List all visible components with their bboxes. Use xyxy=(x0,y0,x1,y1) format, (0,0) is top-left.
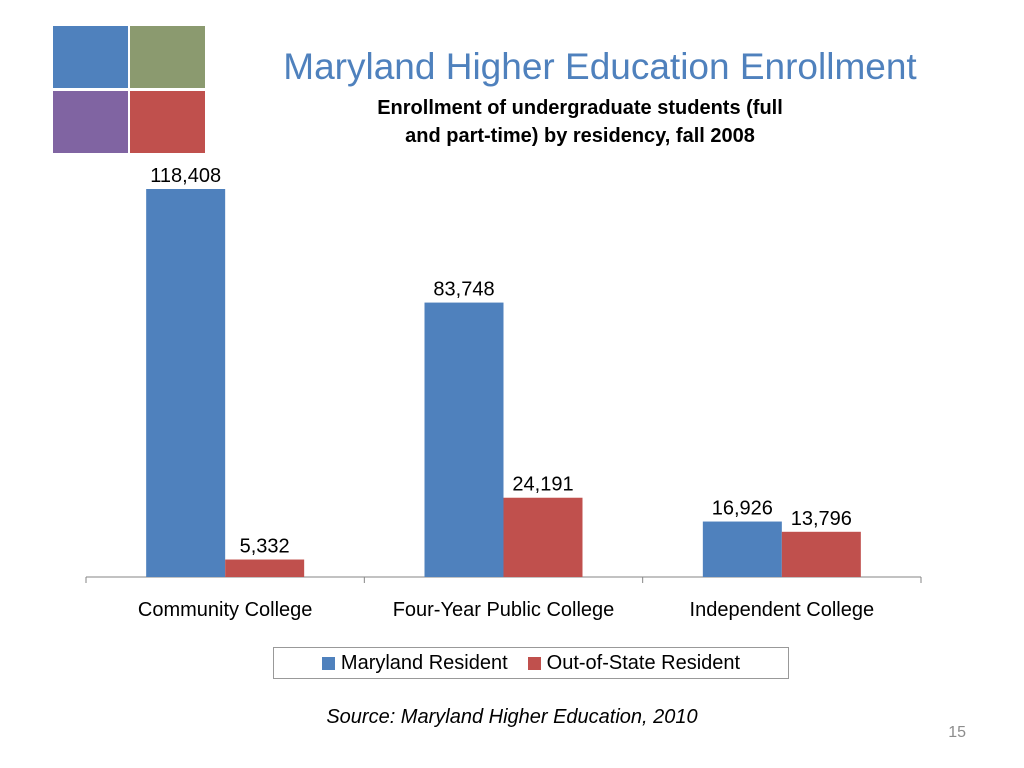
legend-label-out-of-state-resident: Out-of-State Resident xyxy=(546,651,741,674)
legend-swatch-out-of-state-resident xyxy=(527,656,541,670)
slide-title: Maryland Higher Education Enrollment xyxy=(283,46,917,87)
chart-subtitle-line-1: Enrollment of undergraduate students (fu… xyxy=(377,97,783,119)
data-label-maryland-resident-community-college: 118,408 xyxy=(150,165,221,187)
logo-square-red xyxy=(130,91,205,153)
bar-maryland-resident-independent-college xyxy=(702,521,782,577)
logo-square-blue xyxy=(53,26,128,88)
data-label-maryland-resident-independent-college: 16,926 xyxy=(712,498,773,520)
source-note: Source: Maryland Higher Education, 2010 xyxy=(326,706,698,728)
x-tick-label-independent-college: Independent College xyxy=(690,599,875,621)
x-tick-label-community-college: Community College xyxy=(138,599,313,621)
legend-item-maryland-resident: Maryland Resident xyxy=(321,651,508,675)
bar-maryland-resident-community-college xyxy=(146,189,226,577)
logo-square-purple xyxy=(53,91,128,153)
legend-item-out-of-state-resident: Out-of-State Resident xyxy=(527,651,741,675)
bar-out-of-state-resident-four-year-public-college xyxy=(503,497,583,577)
legend-label-maryland-resident: Maryland Resident xyxy=(340,651,508,674)
data-label-out-of-state-resident-community-college: 5,332 xyxy=(240,536,290,558)
bar-out-of-state-resident-community-college xyxy=(225,559,305,577)
page-number: 15 xyxy=(948,724,966,741)
bar-out-of-state-resident-independent-college xyxy=(781,531,861,577)
logo-square-green xyxy=(130,26,205,88)
data-label-out-of-state-resident-independent-college: 13,796 xyxy=(791,508,852,530)
data-label-out-of-state-resident-four-year-public-college: 24,191 xyxy=(512,474,573,496)
bar-maryland-resident-four-year-public-college xyxy=(424,302,504,577)
data-label-maryland-resident-four-year-public-college: 83,748 xyxy=(433,279,494,301)
chart-subtitle-line-2: and part-time) by residency, fall 2008 xyxy=(405,125,755,147)
x-tick-label-four-year-public-college: Four-Year Public College xyxy=(393,599,615,621)
chart-legend: Maryland Resident Out-of-State Resident xyxy=(273,647,789,679)
legend-swatch-maryland-resident xyxy=(321,656,335,670)
chart-subtitle: Enrollment of undergraduate students (fu… xyxy=(300,94,860,150)
